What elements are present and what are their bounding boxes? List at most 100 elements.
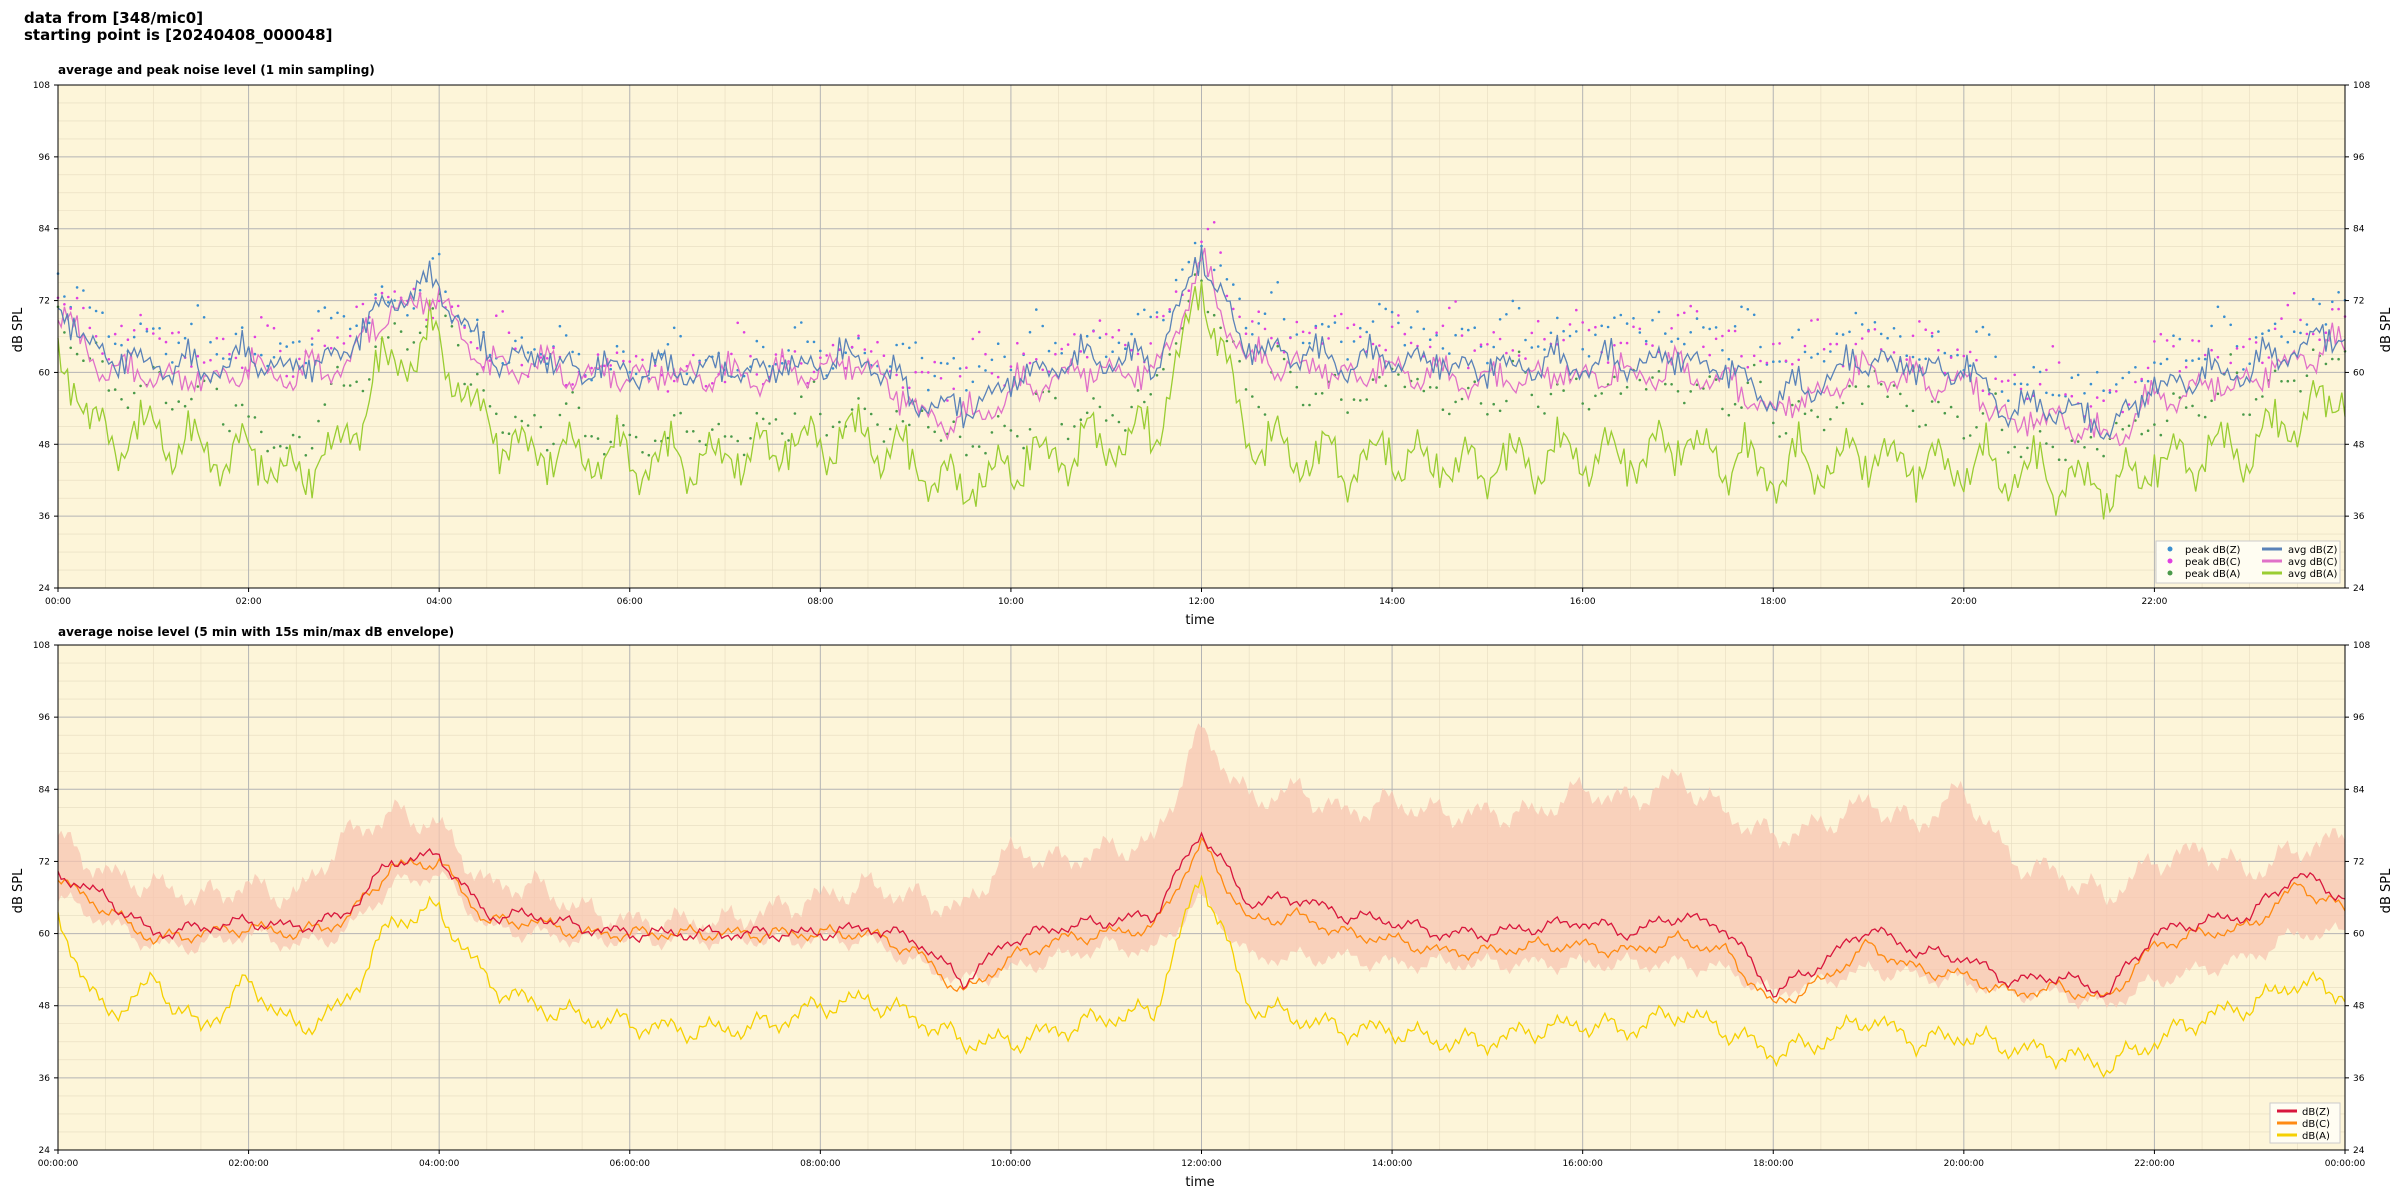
peak-point (2178, 370, 2182, 373)
peak-point (1822, 360, 1826, 363)
peak-point (1479, 343, 1483, 347)
peak-point (1060, 352, 1063, 355)
peak-point (317, 329, 320, 332)
peak-point (1473, 349, 1476, 352)
peak-point (2203, 357, 2207, 361)
peak-point (234, 356, 238, 360)
y-tick-label: 84 (39, 225, 51, 235)
peak-point (183, 336, 187, 340)
peak-point (1841, 333, 1845, 336)
peak-point (1289, 370, 1292, 374)
peak-point (1092, 330, 1095, 333)
series-line-0 (57, 246, 2346, 440)
peak-point (253, 352, 257, 356)
peak-point (1575, 377, 1578, 381)
peak-point (901, 420, 905, 423)
peak-point (1638, 378, 1642, 382)
peak-point (2191, 359, 2194, 362)
peak-point (2299, 318, 2302, 322)
peak-point (387, 295, 390, 299)
peak-point (526, 424, 530, 427)
peak-point (2229, 353, 2232, 356)
peak-point (984, 369, 987, 372)
peak-point (1028, 330, 1032, 334)
peak-point (2153, 340, 2156, 343)
peak-point (1619, 392, 1623, 395)
peak-point (2121, 376, 2124, 380)
peak-point (2305, 323, 2309, 326)
peak-point (895, 409, 898, 413)
peak-point (1219, 251, 1222, 254)
peak-point (2172, 392, 2175, 395)
peak-point (1956, 348, 1959, 352)
peak-point (2045, 391, 2048, 395)
peak-point (1206, 310, 1210, 314)
peak-point (1365, 330, 1368, 334)
legend-marker-peak-c (2167, 558, 2173, 564)
peak-point (939, 377, 943, 380)
peak-point (1022, 446, 1025, 450)
peak-point (387, 336, 390, 339)
peak-point (1270, 291, 1273, 294)
legend-label-peak-z: peak dB(Z) (2185, 545, 2241, 556)
peak-point (1181, 268, 1184, 271)
peak-point (1721, 407, 1724, 411)
peak-point (1829, 417, 1832, 421)
peak-point (558, 413, 562, 417)
y-tick-label: 84 (2353, 785, 2365, 795)
peak-point (927, 425, 930, 429)
peak-point (1225, 278, 1229, 281)
peak-point (768, 364, 771, 368)
peak-point (996, 415, 1000, 418)
peak-point (1104, 419, 1108, 422)
top-chart-legend: peak dB(Z) peak dB(C) peak dB(A) avg dB(… (2155, 540, 2341, 584)
x-tick-label: 06:00:00 (610, 1159, 651, 1169)
peak-point (69, 307, 72, 310)
legend-label-a: dB(A) (2302, 1131, 2330, 1142)
peak-point (1543, 337, 1546, 341)
peak-point (1505, 399, 1508, 403)
peak-point (1930, 335, 1934, 338)
peak-point (1365, 398, 1368, 401)
peak-point (628, 360, 632, 363)
peak-point (1505, 313, 1508, 316)
peak-point (1162, 318, 1165, 322)
peak-point (1860, 337, 1864, 340)
peak-point (215, 387, 219, 391)
peak-point (2197, 339, 2201, 343)
peak-point (202, 361, 206, 364)
peak-point (260, 316, 263, 319)
peak-point (958, 435, 962, 439)
peak-point (1517, 306, 1521, 310)
peak-point (1378, 375, 1381, 379)
peak-point (1860, 402, 1864, 406)
peak-point (139, 313, 142, 317)
bottom-chart-legend: dB(Z) dB(C) dB(A) (2269, 1102, 2341, 1144)
peak-point (1968, 434, 1972, 437)
peak-point (692, 430, 695, 433)
peak-point (1219, 264, 1222, 267)
peak-point (1664, 382, 1667, 386)
peak-point (2013, 373, 2016, 377)
peak-point (914, 370, 917, 374)
peak-point (285, 374, 289, 378)
peak-point (660, 353, 663, 356)
peak-point (1683, 342, 1686, 346)
peak-point (1486, 343, 1489, 346)
peak-point (819, 356, 822, 360)
peak-point (1606, 325, 1610, 329)
peak-point (1149, 342, 1152, 345)
peak-point (723, 380, 727, 384)
peak-point (1467, 386, 1470, 390)
peak-point (177, 341, 180, 345)
peak-point (1759, 359, 1762, 363)
peak-point (863, 407, 867, 411)
peak-point (2102, 389, 2105, 393)
peak-point (2165, 419, 2169, 423)
peak-point (2089, 382, 2093, 386)
peak-point (1651, 318, 1654, 322)
peak-point (1848, 330, 1851, 334)
peak-point (895, 373, 898, 377)
peak-point (793, 412, 797, 415)
